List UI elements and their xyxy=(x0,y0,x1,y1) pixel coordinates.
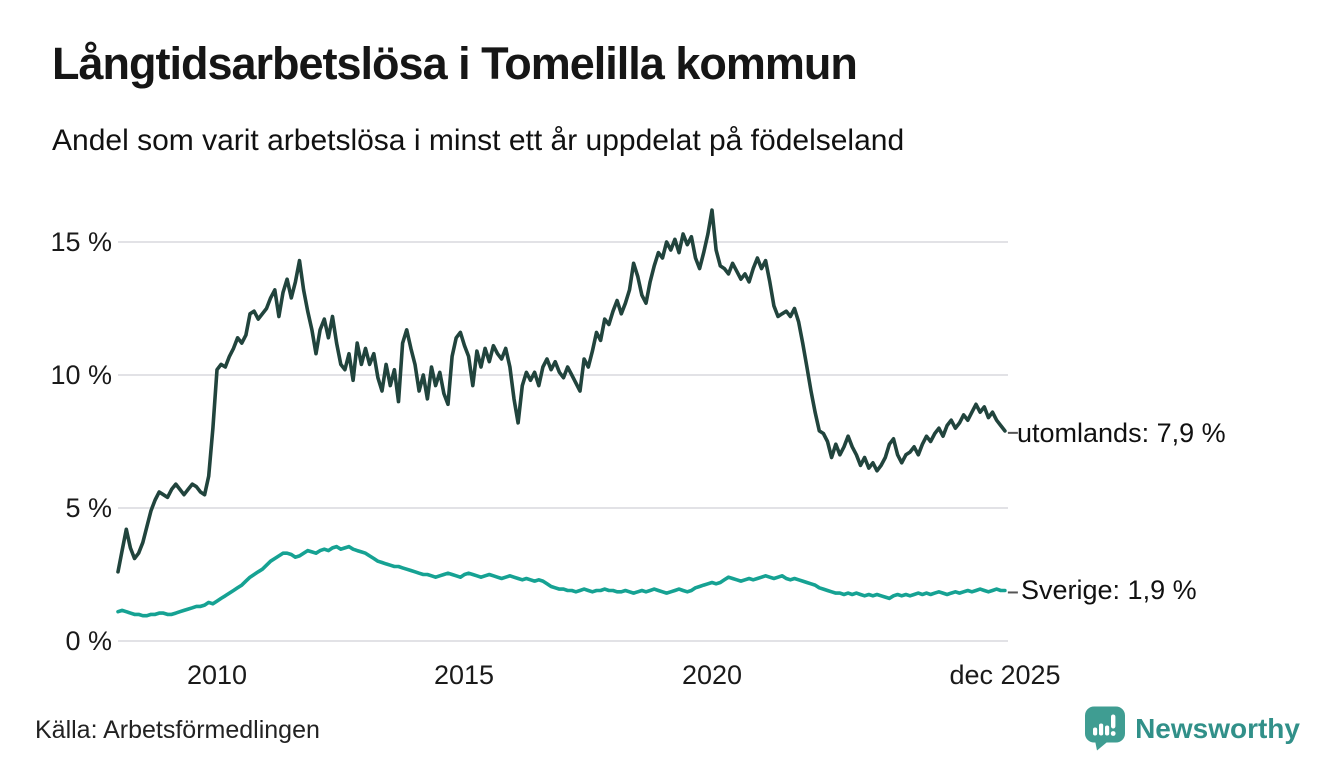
x-axis-label-dec2025: dec 2025 xyxy=(949,660,1061,690)
y-axis-label-0: 0 % xyxy=(65,626,112,656)
series-end-label-sverige: Sverige: 1,9 % xyxy=(1021,575,1197,605)
utomlands-line xyxy=(116,208,1007,574)
newsworthy-logo-icon xyxy=(1085,706,1126,751)
newsworthy-brand-text: Newsworthy xyxy=(1135,712,1300,744)
y-axis-label-15: 15 % xyxy=(50,227,112,257)
x-axis-label-2020: 2020 xyxy=(681,660,743,690)
source-note: Källa: Arbetsförmedlingen xyxy=(35,716,320,744)
x-axis-label-2015: 2015 xyxy=(433,660,495,690)
page-title: Långtidsarbetslösa i Tomelilla kommun xyxy=(52,38,858,89)
series-end-label-utomlands: utomlands: 7,9 % xyxy=(1017,418,1226,448)
y-axis-label-10: 10 % xyxy=(50,360,112,390)
page-subtitle: Andel som varit arbetslösa i minst ett å… xyxy=(52,124,905,157)
newsworthy-logo: Newsworthy xyxy=(1085,706,1300,751)
x-axis-label-2010: 2010 xyxy=(186,660,248,690)
sverige-line xyxy=(116,544,1007,618)
y-axis-label-5: 5 % xyxy=(65,493,112,523)
